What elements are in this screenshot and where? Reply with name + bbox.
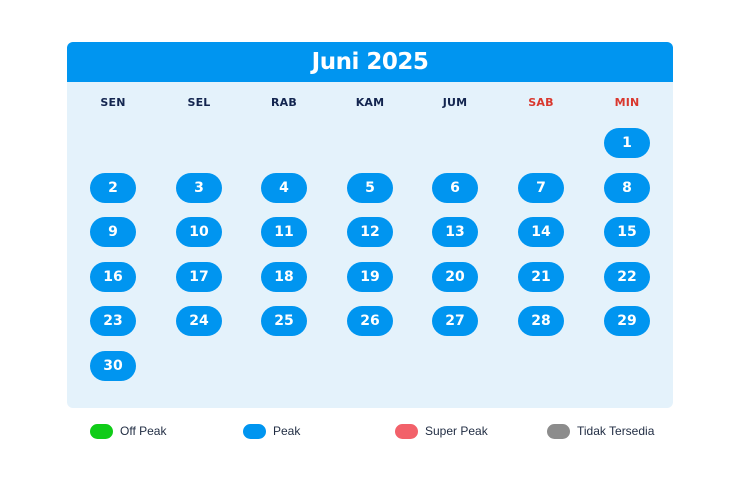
day-8[interactable]: 8 bbox=[604, 172, 650, 203]
day-30[interactable]: 30 bbox=[90, 351, 136, 381]
legend-label: Tidak Tersedia bbox=[577, 424, 655, 438]
day-13[interactable]: 13 bbox=[432, 217, 478, 248]
day-26[interactable]: 26 bbox=[347, 306, 393, 337]
day-20[interactable]: 20 bbox=[432, 261, 478, 292]
day-18[interactable]: 18 bbox=[261, 261, 307, 292]
weekday-sel: SEL bbox=[187, 96, 211, 109]
legend-label: Off Peak bbox=[120, 424, 167, 438]
day-17[interactable]: 17 bbox=[176, 261, 222, 292]
weekday-sen: SEN bbox=[100, 96, 126, 109]
weekday-jum: JUM bbox=[442, 96, 468, 109]
day-15[interactable]: 15 bbox=[604, 217, 650, 248]
day-28[interactable]: 28 bbox=[518, 306, 564, 337]
day-11[interactable]: 11 bbox=[261, 217, 307, 248]
legend-item-peak: Peak bbox=[243, 422, 300, 440]
weekday-rab: RAB bbox=[271, 96, 297, 109]
legend-swatch-off-peak bbox=[90, 423, 113, 439]
day-22[interactable]: 22 bbox=[604, 261, 650, 292]
legend-item-off-peak: Off Peak bbox=[90, 422, 166, 440]
day-27[interactable]: 27 bbox=[432, 306, 478, 337]
day-3[interactable]: 3 bbox=[176, 172, 222, 203]
day-24[interactable]: 24 bbox=[176, 306, 222, 337]
day-7[interactable]: 7 bbox=[518, 172, 564, 203]
legend-swatch-super-peak bbox=[395, 423, 418, 439]
day-10[interactable]: 10 bbox=[176, 217, 222, 248]
legend: Off Peak Peak Super Peak Tidak Tersedia bbox=[0, 422, 740, 440]
day-29[interactable]: 29 bbox=[604, 306, 650, 337]
weekday-sab: SAB bbox=[528, 96, 554, 109]
day-25[interactable]: 25 bbox=[261, 306, 307, 337]
day-23[interactable]: 23 bbox=[90, 306, 136, 337]
day-6[interactable]: 6 bbox=[432, 172, 478, 203]
day-19[interactable]: 19 bbox=[347, 261, 393, 292]
day-12[interactable]: 12 bbox=[347, 217, 393, 248]
day-4[interactable]: 4 bbox=[261, 172, 307, 203]
weekday-min: MIN bbox=[614, 96, 640, 109]
weekday-row: SEN SEL RAB KAM JUM SAB MIN bbox=[67, 96, 673, 112]
legend-item-super-peak: Super Peak bbox=[395, 422, 488, 440]
day-9[interactable]: 9 bbox=[90, 217, 136, 248]
day-5[interactable]: 5 bbox=[347, 172, 393, 203]
day-1[interactable]: 1 bbox=[604, 128, 650, 158]
day-2[interactable]: 2 bbox=[90, 172, 136, 203]
legend-label: Peak bbox=[273, 424, 301, 438]
legend-swatch-tidak-tersedia bbox=[547, 423, 570, 439]
weekday-kam: KAM bbox=[355, 96, 385, 109]
calendar-header: Juni 2025 bbox=[67, 42, 673, 82]
day-16[interactable]: 16 bbox=[90, 261, 136, 292]
month-title: Juni 2025 bbox=[311, 49, 429, 75]
legend-item-tidak-tersedia: Tidak Tersedia bbox=[547, 422, 654, 440]
legend-label: Super Peak bbox=[425, 424, 488, 438]
legend-swatch-peak bbox=[243, 423, 266, 439]
day-21[interactable]: 21 bbox=[518, 261, 564, 292]
day-14[interactable]: 14 bbox=[518, 217, 564, 248]
